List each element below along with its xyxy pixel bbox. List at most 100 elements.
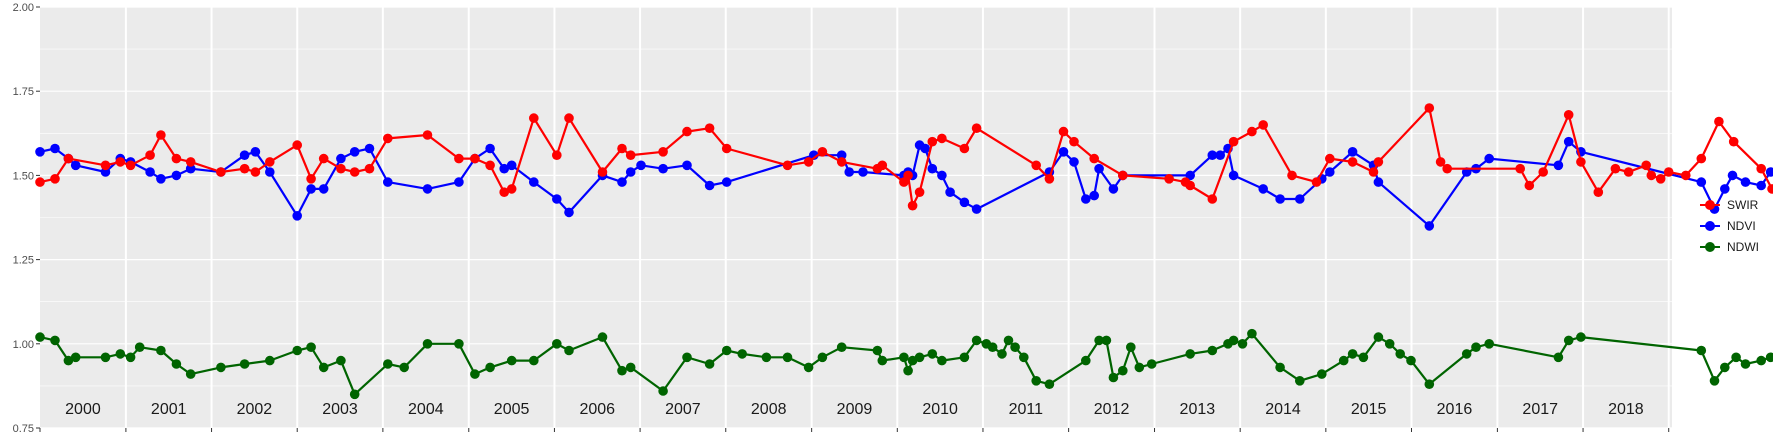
data-point-ndwi xyxy=(63,355,74,366)
y-tick-label: 1.00 xyxy=(13,339,34,351)
data-point-ndvi xyxy=(704,180,715,191)
series-ndvi xyxy=(35,136,1773,231)
data-point-swir xyxy=(1767,184,1773,194)
year-label: 2008 xyxy=(751,401,787,418)
data-point-swir xyxy=(1681,170,1691,181)
year-label: 2014 xyxy=(1265,401,1301,418)
data-point-swir xyxy=(625,150,636,160)
data-point-ndvi xyxy=(721,177,732,187)
data-point-swir xyxy=(454,153,464,164)
data-point-swir xyxy=(1069,136,1079,147)
data-point-ndvi xyxy=(1325,167,1335,177)
data-point-swir xyxy=(1247,126,1257,137)
data-point-ndvi xyxy=(100,167,111,177)
data-point-ndwi xyxy=(1696,345,1707,356)
data-point-swir xyxy=(1623,167,1634,177)
data-point-ndwi xyxy=(1740,359,1751,369)
data-point-ndvi xyxy=(1275,194,1285,204)
data-point-swir xyxy=(63,153,74,164)
data-point-ndwi xyxy=(1031,376,1041,386)
data-point-ndvi xyxy=(971,204,982,214)
data-point-ndvi xyxy=(1765,167,1773,177)
data-point-ndwi xyxy=(265,355,275,366)
year-label: 2012 xyxy=(1094,401,1130,418)
data-point-ndwi xyxy=(383,359,393,369)
data-point-ndvi xyxy=(552,194,562,204)
y-axis: 0.75 1.00 1.25 1.50 1.75 2.00 xyxy=(13,2,40,435)
year-label: 2010 xyxy=(922,401,958,418)
data-point-swir xyxy=(1663,167,1674,177)
data-point-ndwi xyxy=(1484,339,1494,349)
minor-grid xyxy=(40,48,1672,387)
data-point-ndwi xyxy=(704,359,715,369)
data-point-swir xyxy=(1563,110,1574,120)
data-point-swir xyxy=(216,167,226,177)
data-point-ndvi xyxy=(1696,177,1707,187)
data-point-swir xyxy=(349,167,360,177)
data-point-ndwi xyxy=(1228,335,1239,346)
data-point-ndvi xyxy=(1563,136,1574,147)
data-point-ndwi xyxy=(1765,352,1773,363)
data-point-swir xyxy=(1756,163,1766,174)
data-point-swir xyxy=(185,157,196,167)
data-point-ndwi xyxy=(803,362,814,373)
data-point-swir xyxy=(1373,157,1384,167)
data-point-ndvi xyxy=(1424,221,1435,231)
data-point-ndvi xyxy=(682,160,692,171)
data-point-swir xyxy=(1207,194,1218,204)
data-point-swir xyxy=(364,163,375,174)
data-point-swir xyxy=(1118,170,1128,181)
data-point-ndwi xyxy=(1563,335,1574,346)
data-point-ndvi xyxy=(937,170,947,181)
data-point-ndvi xyxy=(1720,184,1730,194)
data-point-swir xyxy=(145,150,155,160)
year-label: 2009 xyxy=(837,401,873,418)
data-point-ndwi xyxy=(1461,349,1472,359)
data-point-swir xyxy=(597,167,608,177)
data-point-swir xyxy=(937,133,947,144)
data-point-swir xyxy=(292,140,303,150)
data-point-ndvi xyxy=(1553,160,1564,171)
data-point-ndvi xyxy=(156,174,166,184)
data-point-ndwi xyxy=(1081,355,1091,366)
data-point-ndvi xyxy=(636,160,646,171)
data-point-ndwi xyxy=(292,345,303,356)
year-label: 2006 xyxy=(579,401,615,418)
data-point-ndwi xyxy=(422,339,433,349)
data-point-ndwi xyxy=(987,342,998,353)
data-point-ndvi xyxy=(858,167,868,177)
data-point-ndvi xyxy=(383,177,393,187)
legend-key-swir xyxy=(1705,200,1715,210)
y-tick-label: 0.75 xyxy=(13,423,34,435)
data-point-swir xyxy=(782,160,793,171)
data-point-ndwi xyxy=(914,352,925,363)
data-point-ndwi xyxy=(156,345,166,356)
data-point-ndwi xyxy=(529,355,539,366)
data-point-swir xyxy=(1325,153,1335,164)
data-point-ndwi xyxy=(1709,376,1720,386)
data-point-ndvi xyxy=(318,184,329,194)
data-point-ndvi xyxy=(1094,163,1104,174)
data-point-ndvi xyxy=(499,163,510,174)
data-point-ndwi xyxy=(506,355,517,366)
data-point-ndwi xyxy=(1094,335,1104,346)
data-point-swir xyxy=(383,133,393,144)
data-point-ndwi xyxy=(1576,332,1586,342)
data-point-ndvi xyxy=(1069,157,1079,167)
data-point-ndwi xyxy=(1247,328,1257,339)
data-point-ndvi xyxy=(454,177,464,187)
data-point-ndvi xyxy=(1295,194,1305,204)
data-point-swir xyxy=(1435,157,1446,167)
data-point-ndwi xyxy=(185,369,196,379)
data-point-ndvi xyxy=(1347,147,1358,157)
data-point-swir xyxy=(721,143,732,154)
data-point-swir xyxy=(35,177,45,187)
data-point-swir xyxy=(877,160,888,171)
data-point-swir xyxy=(836,157,847,167)
year-label: 2013 xyxy=(1180,401,1216,418)
data-point-ndvi xyxy=(1215,150,1225,160)
data-point-ndwi xyxy=(682,352,692,363)
data-point-swir xyxy=(50,174,60,184)
data-point-ndvi xyxy=(239,150,250,160)
data-point-swir xyxy=(1368,167,1379,177)
